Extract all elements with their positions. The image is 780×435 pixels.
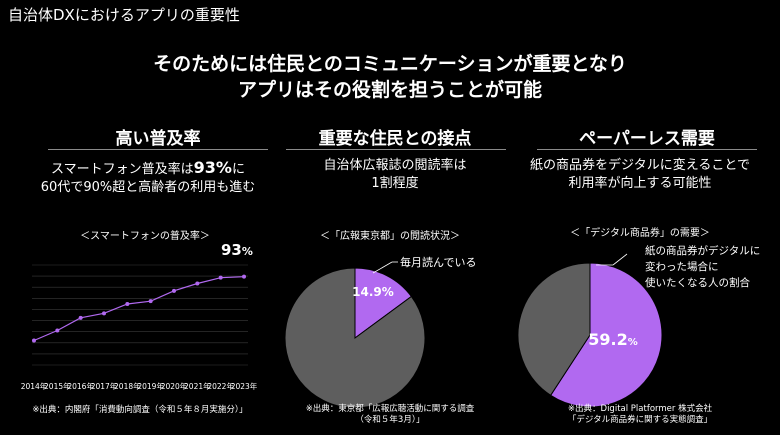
line-value-label: 93% (221, 240, 253, 259)
pie2-slice-value: 59.2% (588, 330, 638, 349)
column2-title: 重要な住民との接点 (318, 129, 472, 149)
line-x-tick-label: 2020年 (161, 381, 188, 391)
pie1-callout-label: 毎月読んでいる (400, 255, 476, 269)
column3-source: ※出典：Digital Platformer 株式会社 「デジタル商品券に関する… (530, 404, 750, 427)
line-x-tick-label: 2017年 (91, 381, 118, 391)
pie2-slice-number: 59.2 (588, 330, 627, 349)
column3-source-line2: 「デジタル商品券に関する実態調査」 (567, 415, 713, 426)
column1-source: ※出典：内閣府「消費動向調査（令和５年８月実施分）」 (32, 405, 248, 415)
line-x-tick-label: 2015年 (44, 381, 71, 391)
column3-chart-subtitle: ＜「デジタル商品券」の需要＞ (570, 228, 710, 239)
column1-divider (48, 149, 268, 150)
headline-line2: アプリはその役割を担うことが可能 (237, 79, 542, 101)
headline-line1: そのためには住民とのコミュニケーションが重要となり (153, 53, 627, 75)
line-value-unit: % (241, 245, 253, 258)
line-point (78, 315, 83, 320)
line-x-tick-label: 2016年 (67, 381, 94, 391)
line-point (195, 281, 200, 286)
line-point (55, 328, 60, 333)
line-chart: 2014年2015年2016年2017年2018年2019年2020年2021年… (21, 264, 258, 391)
column1-desc-text: スマートフォン普及率は (51, 162, 194, 177)
column2-desc-line2: 1割程度 (371, 176, 419, 192)
line-point (172, 288, 176, 293)
line-point (125, 302, 130, 306)
column2-source-line2: （令和５年3月）」 (355, 415, 425, 426)
line-chart-points (32, 274, 246, 343)
line-chart-grid (32, 264, 248, 366)
column3-description: 紙の商品券をデジタルに変えることで 利用率が向上する可能性 (515, 157, 765, 193)
column3-divider (537, 149, 757, 150)
page-title: 自治体DXにおけるアプリの重要性 (8, 6, 240, 24)
column3-title: ペーパーレス需要 (579, 129, 715, 149)
pie1-callout-line (372, 261, 393, 274)
line-x-tick-label: 2018年 (114, 381, 141, 391)
column3-source-line1: ※出典：Digital Platformer 株式会社 (567, 404, 713, 414)
pie-slice-1 (354, 267, 413, 339)
pie2-callout-line-end (612, 253, 628, 266)
pie2-callout-line1: 紙の商品券がデジタルに (645, 244, 760, 257)
line-x-tick-label: 2019年 (137, 381, 164, 391)
pie2-callout-line2: 変わった場合に (645, 260, 719, 273)
pie-slice-2 (284, 267, 426, 409)
column2-chart-subtitle: ＜「広報東京都」の閲読状況＞ (320, 231, 460, 242)
line-chart-series (33, 276, 245, 342)
column1-chart-subtitle: ＜スマートフォンの普及率＞ (80, 231, 210, 242)
column1-desc-line2: 60代で90%超と高齢者の利用も進む (40, 180, 256, 196)
line-point (242, 274, 246, 279)
column2-source: ※出典：東京都「広報広聴活動に関する調査 （令和５年3月）」 (280, 404, 500, 427)
column3-desc-line1: 紙の商品券をデジタルに変えることで (530, 158, 750, 173)
line-chart-x-labels: 2014年2015年2016年2017年2018年2019年2020年2021年… (21, 381, 258, 391)
pie-chart-2: 紙の商品券がデジタルに 変わった場合に 使いたくなる人の割合 59.2% (517, 244, 760, 408)
line-x-tick-label: 2022年 (207, 381, 234, 391)
column1-desc-suffix: に (231, 162, 245, 177)
line-x-tick-label: 2021年 (184, 381, 211, 391)
pie-slice-1 (549, 262, 663, 408)
line-point (218, 275, 223, 280)
line-point (32, 338, 36, 343)
column2-desc-line1: 自治体広報誌の閲読率は (323, 158, 467, 173)
column2-divider (286, 149, 506, 150)
line-value-number: 93 (221, 241, 242, 259)
pie2-callout-line3: 使いたくなる人の割合 (645, 276, 750, 289)
line-point (102, 311, 106, 316)
line-x-tick-label: 2023年 (231, 381, 258, 391)
pie-chart-1: 毎月読んでいる 14.9% (284, 255, 476, 409)
column2-description: 自治体広報誌の閲読率は 1割程度 (270, 157, 520, 193)
column1-desc-highlight: 93% (193, 158, 232, 177)
line-point (148, 299, 153, 304)
column1-description: スマートフォン普及率は93%に 60代で90%超と高齢者の利用も進む (23, 157, 273, 198)
pie2-slice-unit: % (628, 337, 638, 348)
column3-desc-line2: 利用率が向上する可能性 (568, 176, 712, 192)
pie1-slice-value: 14.9% (352, 285, 394, 299)
column2-source-line1: ※出典：東京都「広報広聴活動に関する調査 (305, 404, 475, 414)
pie-slice-2 (517, 262, 591, 396)
column1-title: 高い普及率 (115, 129, 201, 149)
line-x-tick-label: 2014年 (21, 381, 48, 391)
